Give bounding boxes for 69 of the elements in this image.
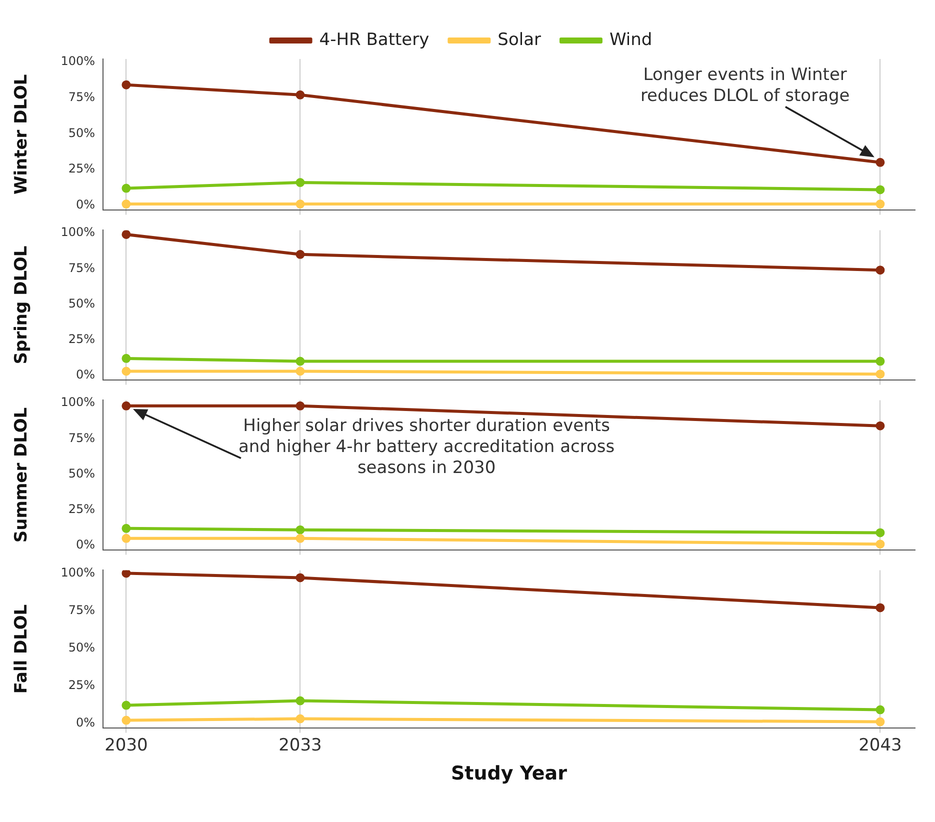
y-axis-title: Fall DLOL [12, 604, 32, 694]
y-tick-label: 100% [60, 395, 95, 410]
point [876, 528, 885, 538]
y-axis-title: Summer DLOL [12, 407, 32, 543]
legend-label: Wind [609, 30, 652, 50]
x-tick-label: 2043 [858, 735, 902, 756]
point [876, 356, 885, 366]
y-tick-label: 75% [68, 602, 95, 617]
point [876, 540, 885, 549]
point [296, 696, 305, 706]
point [876, 185, 885, 194]
y-tick-label: 0% [76, 538, 95, 552]
point [122, 401, 131, 410]
y-tick-label: 25% [68, 678, 95, 692]
legend-label: 4-HR Battery [319, 30, 430, 50]
point [296, 178, 305, 188]
point [122, 700, 131, 710]
x-tick-label: 2030 [104, 735, 148, 756]
point [876, 158, 885, 167]
annotation: Higher solar drives shorter duration events and higher 4-hr battery accreditation across seasons in 2030 [238, 416, 615, 478]
y-tick-label: 0% [76, 198, 95, 212]
y-tick-label: 100% [60, 225, 95, 240]
point [296, 714, 305, 724]
point [876, 603, 885, 612]
point [876, 421, 885, 430]
point [296, 250, 305, 259]
y-tick-label: 100% [60, 54, 95, 68]
y-tick-label: 25% [68, 502, 95, 516]
point [296, 200, 305, 209]
y-tick-label: 75% [68, 90, 95, 104]
point [876, 705, 885, 714]
point [876, 200, 885, 209]
y-tick-label: 0% [76, 715, 95, 730]
y-axis-title: Spring DLOL [12, 246, 32, 364]
y-tick-label: 100% [60, 565, 95, 580]
y-tick-label: 75% [68, 430, 95, 445]
point [122, 80, 131, 90]
point [296, 90, 305, 100]
point [122, 524, 131, 533]
point [122, 716, 131, 725]
y-tick-label: 50% [68, 296, 95, 310]
legend-label: Solar [498, 30, 541, 50]
point [876, 717, 885, 726]
point [122, 366, 131, 376]
y-tick-label: 50% [68, 126, 95, 140]
y-tick-label: 25% [68, 332, 95, 346]
y-tick-label: 50% [68, 640, 95, 654]
y-tick-label: 25% [68, 162, 95, 176]
point [296, 525, 305, 534]
point [296, 366, 305, 376]
y-axis-title: Winter DLOL [12, 74, 32, 195]
annotation: Longer events in Winter reduces DLOL of storage [640, 64, 850, 106]
point [876, 370, 885, 379]
point [122, 354, 131, 363]
point [296, 356, 305, 366]
y-tick-label: 75% [68, 260, 95, 275]
point [296, 534, 305, 543]
y-tick-label: 50% [68, 466, 95, 480]
point [296, 401, 305, 410]
x-axis-title: Study Year [451, 762, 568, 785]
y-tick-label: 0% [76, 368, 95, 382]
point [122, 570, 131, 578]
x-tick-label: 2033 [278, 735, 322, 756]
point [122, 184, 131, 193]
point [122, 230, 131, 239]
point [122, 200, 131, 209]
point [296, 573, 305, 582]
point [122, 534, 131, 543]
point [876, 266, 885, 275]
